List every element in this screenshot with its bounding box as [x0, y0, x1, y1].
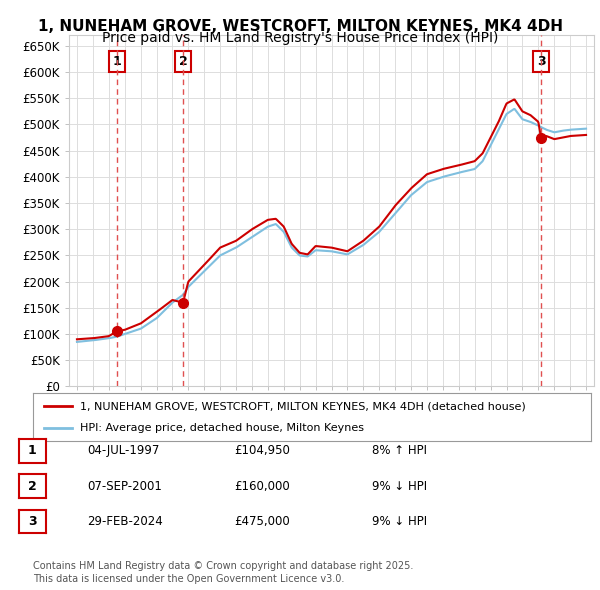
Text: 3: 3 [28, 515, 37, 528]
Text: 1: 1 [112, 55, 121, 68]
Text: 1, NUNEHAM GROVE, WESTCROFT, MILTON KEYNES, MK4 4DH: 1, NUNEHAM GROVE, WESTCROFT, MILTON KEYN… [37, 19, 563, 34]
Text: 07-SEP-2001: 07-SEP-2001 [87, 480, 162, 493]
Text: £475,000: £475,000 [234, 515, 290, 528]
Text: 8% ↑ HPI: 8% ↑ HPI [372, 444, 427, 457]
Text: 1, NUNEHAM GROVE, WESTCROFT, MILTON KEYNES, MK4 4DH (detached house): 1, NUNEHAM GROVE, WESTCROFT, MILTON KEYN… [80, 401, 526, 411]
Text: 3: 3 [537, 55, 545, 68]
Text: Contains HM Land Registry data © Crown copyright and database right 2025.
This d: Contains HM Land Registry data © Crown c… [33, 561, 413, 584]
Text: £104,950: £104,950 [234, 444, 290, 457]
Text: 29-FEB-2024: 29-FEB-2024 [87, 515, 163, 528]
Text: 9% ↓ HPI: 9% ↓ HPI [372, 515, 427, 528]
Text: HPI: Average price, detached house, Milton Keynes: HPI: Average price, detached house, Milt… [80, 423, 364, 433]
Text: £160,000: £160,000 [234, 480, 290, 493]
Text: 1: 1 [28, 444, 37, 457]
Text: 9% ↓ HPI: 9% ↓ HPI [372, 480, 427, 493]
Text: 04-JUL-1997: 04-JUL-1997 [87, 444, 160, 457]
Text: 2: 2 [28, 480, 37, 493]
Text: Price paid vs. HM Land Registry's House Price Index (HPI): Price paid vs. HM Land Registry's House … [102, 31, 498, 45]
Text: 2: 2 [179, 55, 187, 68]
